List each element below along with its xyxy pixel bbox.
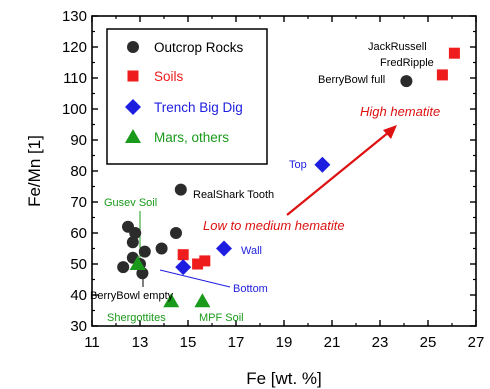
label-berrybowl-full: BerryBowl full <box>318 74 385 86</box>
legend-label-soils: Soils <box>154 69 184 84</box>
label-fredripple: FredRipple <box>380 57 434 69</box>
legend-markers <box>125 41 141 143</box>
data-point-circle <box>136 267 149 280</box>
annotations: JackRussell FredRipple BerryBowl full Hi… <box>90 41 440 324</box>
y-tick-label: 100 <box>62 101 87 118</box>
legend-marker-diamond <box>125 99 141 115</box>
label-low-medium-hematite: Low to medium hematite <box>203 218 345 233</box>
label-wall: Wall <box>241 245 262 257</box>
y-tick-label: 50 <box>70 256 87 273</box>
y-tick-label: 130 <box>62 8 87 25</box>
legend-label-trench-big-dig: Trench Big Dig <box>154 100 243 115</box>
y-tick-label: 40 <box>70 287 87 304</box>
label-berrybowl-empty: BerryBowl empty <box>90 290 174 302</box>
hematite-arrow-shaft <box>286 131 390 216</box>
label-bottom: Bottom <box>233 283 268 295</box>
label-realshark-tooth: RealShark Tooth <box>193 189 274 201</box>
data-point-diamond <box>314 156 331 173</box>
label-jackrussell: JackRussell <box>368 41 427 53</box>
x-axis-title: Fe [wt. %] <box>246 369 322 388</box>
data-point-circle <box>400 75 413 88</box>
data-point-square <box>199 255 211 267</box>
data-point-circle <box>138 245 151 258</box>
data-point-square <box>448 47 460 59</box>
data-point-triangle <box>194 293 211 308</box>
data-point-circle <box>129 227 142 239</box>
y-tick-label: 120 <box>62 39 87 56</box>
legend-label-outcrop-rocks: Outcrop Rocks <box>154 40 244 55</box>
label-shergottites: Shergottites <box>107 312 166 324</box>
y-tick-label: 30 <box>70 318 87 335</box>
y-axis-title: Fe/Mn [1] <box>25 135 44 207</box>
data-point-diamond <box>175 259 192 276</box>
data-point-circle <box>155 242 168 255</box>
data-point-square <box>192 258 204 270</box>
label-gusev-soil: Gusev Soil <box>104 197 157 209</box>
y-tick-label: 60 <box>70 225 87 242</box>
x-tick-label: 17 <box>228 334 245 351</box>
y-tick-label: 80 <box>70 163 87 180</box>
data-point-square <box>436 69 448 81</box>
data-point-square <box>177 249 189 261</box>
x-tick-label: 15 <box>180 334 197 351</box>
tick-labels: 11 13 15 17 19 21 23 25 27 30 40 50 60 70 80 90 100 110 12… <box>62 8 484 351</box>
x-tick-label: 25 <box>420 334 437 351</box>
label-top: Top <box>289 159 307 171</box>
y-tick-label: 70 <box>70 194 87 211</box>
data-point-circle <box>174 183 187 196</box>
y-tick-label: 110 <box>63 70 87 87</box>
label-mpf-soil: MPF Soil <box>199 312 244 324</box>
legend-label-mars-others: Mars, others <box>154 130 229 145</box>
legend-marker-circle <box>127 41 139 53</box>
data-point-circle <box>117 261 130 274</box>
data-point-circle <box>126 236 139 249</box>
x-tick-label: 19 <box>276 334 293 351</box>
legend: Outcrop Rocks Soils Trench Big Dig Mars,… <box>106 28 268 165</box>
data-point-diamond <box>216 240 232 257</box>
y-tick-label: 90 <box>70 132 87 149</box>
axis-ticks <box>91 15 477 327</box>
data-point-circle <box>170 227 182 239</box>
data-points <box>117 47 460 308</box>
x-tick-label: 11 <box>84 334 100 351</box>
label-high-hematite: High hematite <box>360 104 440 119</box>
data-point-triangle <box>163 293 180 308</box>
x-tick-label: 21 <box>324 334 341 351</box>
x-tick-label: 27 <box>468 334 485 351</box>
x-tick-label: 13 <box>132 334 149 351</box>
x-tick-label: 23 <box>372 334 389 351</box>
hematite-arrow-head <box>383 125 397 139</box>
legend-marker-triangle <box>125 129 141 143</box>
legend-marker-square <box>127 70 139 82</box>
bottom-leader <box>159 269 231 288</box>
data-point-triangle <box>129 256 146 270</box>
